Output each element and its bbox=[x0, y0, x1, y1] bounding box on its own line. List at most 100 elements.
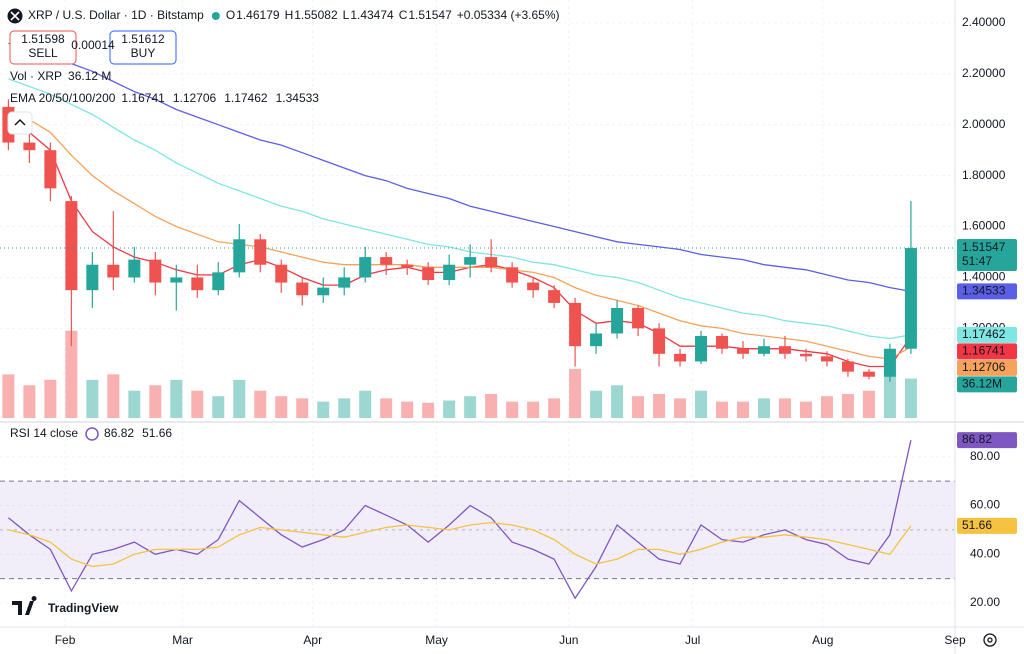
x-tick-label: Sep bbox=[944, 633, 966, 647]
candle-body bbox=[254, 239, 267, 265]
candle-body bbox=[170, 277, 183, 283]
ema-price-label: 1.16741 bbox=[962, 343, 1006, 357]
volume-bar bbox=[841, 394, 854, 418]
candle-body bbox=[296, 282, 309, 296]
volume-bar bbox=[317, 401, 330, 418]
volume-bar bbox=[422, 402, 435, 418]
candle-body bbox=[653, 328, 666, 354]
x-tick-label: Jun bbox=[559, 633, 578, 647]
ema-line bbox=[8, 78, 912, 340]
ema-legend-value: 1.16741 bbox=[121, 91, 165, 105]
rsi-legend-ma: 51.66 bbox=[142, 426, 172, 440]
ohlc-value: 1.43474 bbox=[350, 8, 394, 22]
candle-body bbox=[590, 333, 603, 347]
volume-bar bbox=[380, 398, 393, 418]
spread: 0.00014 bbox=[71, 38, 115, 52]
volume-bar bbox=[548, 398, 561, 418]
collapse-button[interactable] bbox=[7, 111, 33, 135]
ema-price-label: 1.12706 bbox=[962, 360, 1006, 374]
rsi-line bbox=[7, 439, 912, 600]
candle-body bbox=[695, 336, 708, 362]
volume-bar bbox=[2, 374, 15, 418]
ema-legend-value: 1.12706 bbox=[173, 91, 217, 105]
volume-bar bbox=[716, 401, 729, 418]
ohlc-key: L bbox=[343, 8, 350, 22]
rsi-ma-label: 51.66 bbox=[962, 518, 992, 532]
ohlc-value: 1.46179 bbox=[236, 8, 280, 22]
rsi-legend: RSI 14 close bbox=[10, 426, 78, 440]
candle-body bbox=[904, 248, 917, 349]
ema-line bbox=[8, 111, 912, 360]
volume-legend: Vol · XRP bbox=[10, 69, 62, 83]
last-price-label: 1.51547 bbox=[962, 240, 1006, 254]
volume-bar bbox=[506, 401, 519, 418]
candles bbox=[0, 99, 955, 382]
candle-body bbox=[506, 267, 519, 283]
candle-body bbox=[674, 353, 687, 362]
candle-body bbox=[338, 277, 351, 288]
volume-bar bbox=[611, 385, 624, 418]
countdown-label: 51:47 bbox=[962, 254, 992, 268]
candle-body bbox=[799, 353, 812, 357]
candle-body bbox=[443, 264, 456, 280]
ema-legend-value: 1.34533 bbox=[276, 91, 320, 105]
volume-bar bbox=[569, 368, 582, 418]
x-tick-label: Apr bbox=[303, 633, 322, 647]
candle-body bbox=[611, 308, 624, 334]
volume-bar bbox=[65, 330, 78, 418]
ohlc-key: C bbox=[399, 8, 408, 22]
settings-button[interactable] bbox=[983, 633, 997, 647]
candle-body bbox=[778, 346, 791, 354]
volume-bar bbox=[464, 396, 477, 418]
volume-bar bbox=[674, 398, 687, 418]
candle-body bbox=[820, 356, 833, 362]
volume-bar bbox=[296, 398, 309, 418]
candle-body bbox=[23, 142, 36, 151]
candle-body bbox=[44, 150, 57, 189]
buy-button[interactable] bbox=[109, 30, 177, 65]
volume-legend-value: 36.12 M bbox=[68, 69, 111, 83]
x-tick-label: May bbox=[425, 633, 448, 647]
ema-price-label: 1.17462 bbox=[962, 327, 1006, 341]
candle-body bbox=[737, 348, 750, 354]
ema-price-label-bg bbox=[957, 326, 1017, 343]
x-tick-label: Jul bbox=[685, 633, 700, 647]
collapse-icon bbox=[14, 118, 26, 126]
candle-body bbox=[758, 346, 770, 354]
volume-bar bbox=[527, 401, 540, 418]
y-tick-label: 1.80000 bbox=[962, 168, 1006, 182]
candle-body bbox=[233, 239, 246, 273]
ohlc-value: 1.55082 bbox=[294, 8, 338, 22]
logo-mark bbox=[12, 596, 37, 615]
rsi-lines bbox=[7, 439, 912, 600]
candle-body bbox=[275, 264, 288, 283]
ema-line bbox=[8, 42, 912, 293]
y-tick-label: 2.00000 bbox=[962, 117, 1006, 131]
volume-bar bbox=[590, 390, 603, 418]
candle-body bbox=[401, 264, 414, 268]
candle-body bbox=[128, 259, 141, 278]
sell-button[interactable] bbox=[9, 30, 77, 65]
candle-body bbox=[862, 371, 875, 377]
rsi-icon bbox=[85, 427, 99, 441]
y-tick-label: 2.40000 bbox=[962, 15, 1006, 29]
chart-title: XRP / U.S. Dollar · 1D · Bitstamp bbox=[28, 8, 204, 22]
candle-body bbox=[569, 302, 582, 347]
candle-body bbox=[107, 264, 120, 278]
candle-body bbox=[716, 336, 729, 349]
candle-body bbox=[86, 264, 99, 291]
candle-body bbox=[212, 272, 225, 291]
ema-legend-value: 1.17462 bbox=[224, 91, 268, 105]
buy-price: 1.51612 bbox=[121, 32, 165, 46]
symbol-glyph bbox=[10, 11, 20, 21]
volume-bar bbox=[275, 396, 288, 418]
volume-bar bbox=[254, 390, 267, 418]
candle-body bbox=[149, 259, 162, 283]
volume-bar bbox=[695, 390, 708, 418]
volume-label: 36.12M bbox=[962, 376, 1002, 390]
y-tick-label: 40.00 bbox=[970, 546, 1000, 560]
y-tick-label: 20.00 bbox=[970, 595, 1000, 609]
ema-price-label: 1.34533 bbox=[962, 284, 1006, 298]
